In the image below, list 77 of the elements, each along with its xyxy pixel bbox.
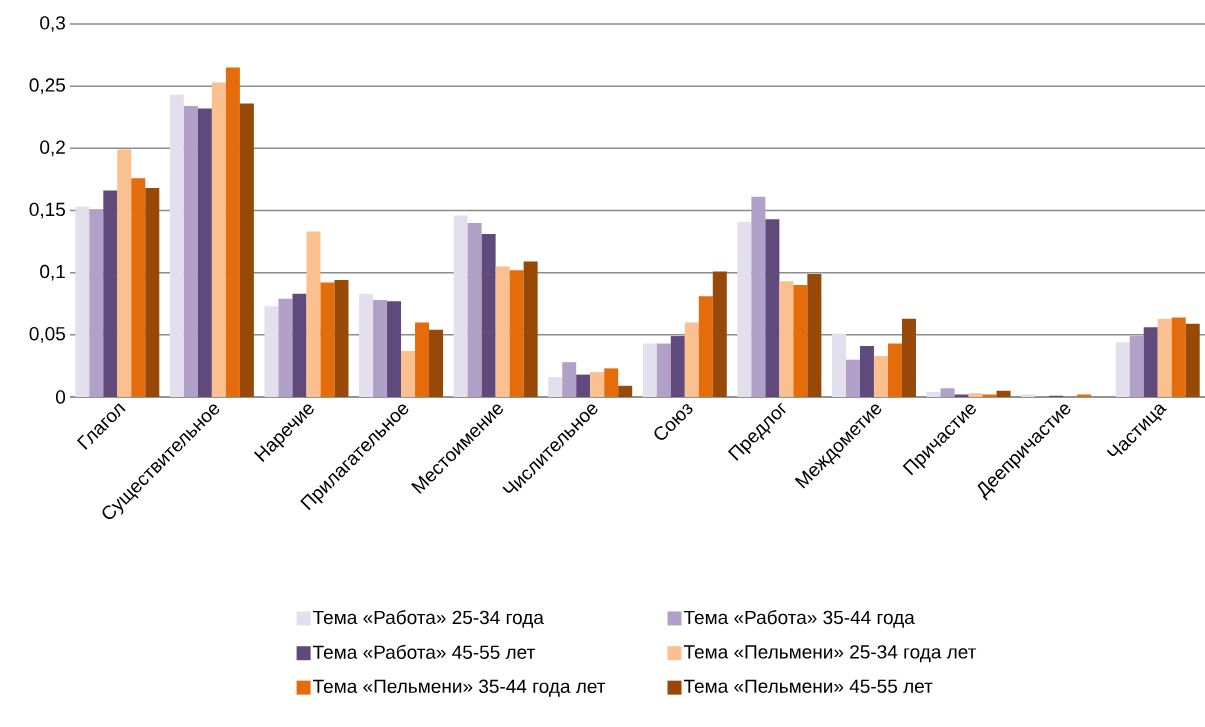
bar	[387, 301, 402, 397]
y-tick-label: 0	[55, 390, 66, 404]
bar	[751, 196, 766, 397]
bar	[523, 261, 538, 397]
bar	[359, 293, 374, 397]
y-tick-label: 0,25	[29, 78, 66, 95]
bar	[765, 219, 780, 397]
bar	[576, 374, 591, 397]
bar	[509, 270, 524, 397]
bar	[656, 343, 671, 397]
legend-label: Тема «Работа» 45-55 лет	[313, 644, 535, 659]
bar	[590, 372, 605, 397]
y-tick-label: 0,3	[40, 16, 65, 32]
bar	[145, 188, 160, 397]
bar	[103, 190, 118, 397]
bar	[996, 390, 1011, 397]
bar	[845, 359, 860, 397]
bar	[453, 215, 468, 397]
bar	[968, 393, 983, 397]
legend-label: Тема «Работа» 35-44 года	[683, 610, 915, 628]
bar	[401, 350, 416, 397]
bar	[1185, 323, 1200, 397]
bar	[467, 222, 482, 397]
bar	[737, 221, 752, 397]
bar	[831, 333, 846, 397]
bar	[481, 234, 496, 397]
bar	[117, 149, 132, 397]
bar	[306, 231, 321, 397]
bar	[793, 285, 808, 397]
bar	[779, 281, 794, 397]
legend-label: Тема «Пельмени» 25-34 года лет	[683, 645, 977, 663]
bar	[562, 362, 577, 397]
bar	[1143, 327, 1158, 397]
bar	[334, 280, 349, 397]
bar	[75, 206, 90, 397]
bar	[320, 282, 335, 397]
bar	[873, 355, 888, 397]
bar	[604, 368, 619, 397]
y-tick-label: 0,1	[40, 264, 65, 281]
bar	[292, 293, 307, 397]
bar	[807, 273, 822, 397]
bar	[495, 266, 510, 397]
y-tick-label: 0,15	[29, 202, 66, 219]
bar	[618, 385, 633, 397]
bar	[1129, 336, 1144, 397]
bar	[278, 298, 293, 397]
bar	[415, 322, 430, 397]
bar	[89, 209, 104, 397]
bar	[670, 336, 685, 397]
legend-label: Тема «Пельмени» 45-55 лет	[683, 679, 933, 693]
bar	[197, 108, 212, 397]
bar	[940, 388, 955, 397]
bar	[1115, 342, 1130, 397]
bar	[901, 318, 916, 397]
bar	[169, 94, 184, 397]
legend-label: Тема «Работа» 25-34 года	[313, 610, 544, 628]
bar	[264, 306, 279, 397]
bar	[131, 178, 146, 397]
bar	[1157, 318, 1172, 397]
bar	[859, 346, 874, 397]
bar	[926, 392, 941, 397]
bar	[1171, 317, 1186, 397]
legend-label: Тема «Пельмени» 35-44 года лет	[313, 679, 606, 697]
bar	[548, 377, 563, 397]
bar	[211, 82, 226, 397]
bar	[887, 343, 902, 397]
bar	[712, 271, 727, 397]
y-tick-label: 0,2	[40, 140, 65, 157]
y-tick-label: 0,05	[29, 326, 66, 343]
bar	[183, 106, 198, 397]
bar	[684, 322, 699, 397]
bar	[225, 67, 240, 397]
bar	[642, 343, 657, 397]
bar	[698, 296, 713, 397]
bar	[373, 300, 388, 397]
bar	[239, 103, 254, 397]
bar	[429, 329, 444, 397]
